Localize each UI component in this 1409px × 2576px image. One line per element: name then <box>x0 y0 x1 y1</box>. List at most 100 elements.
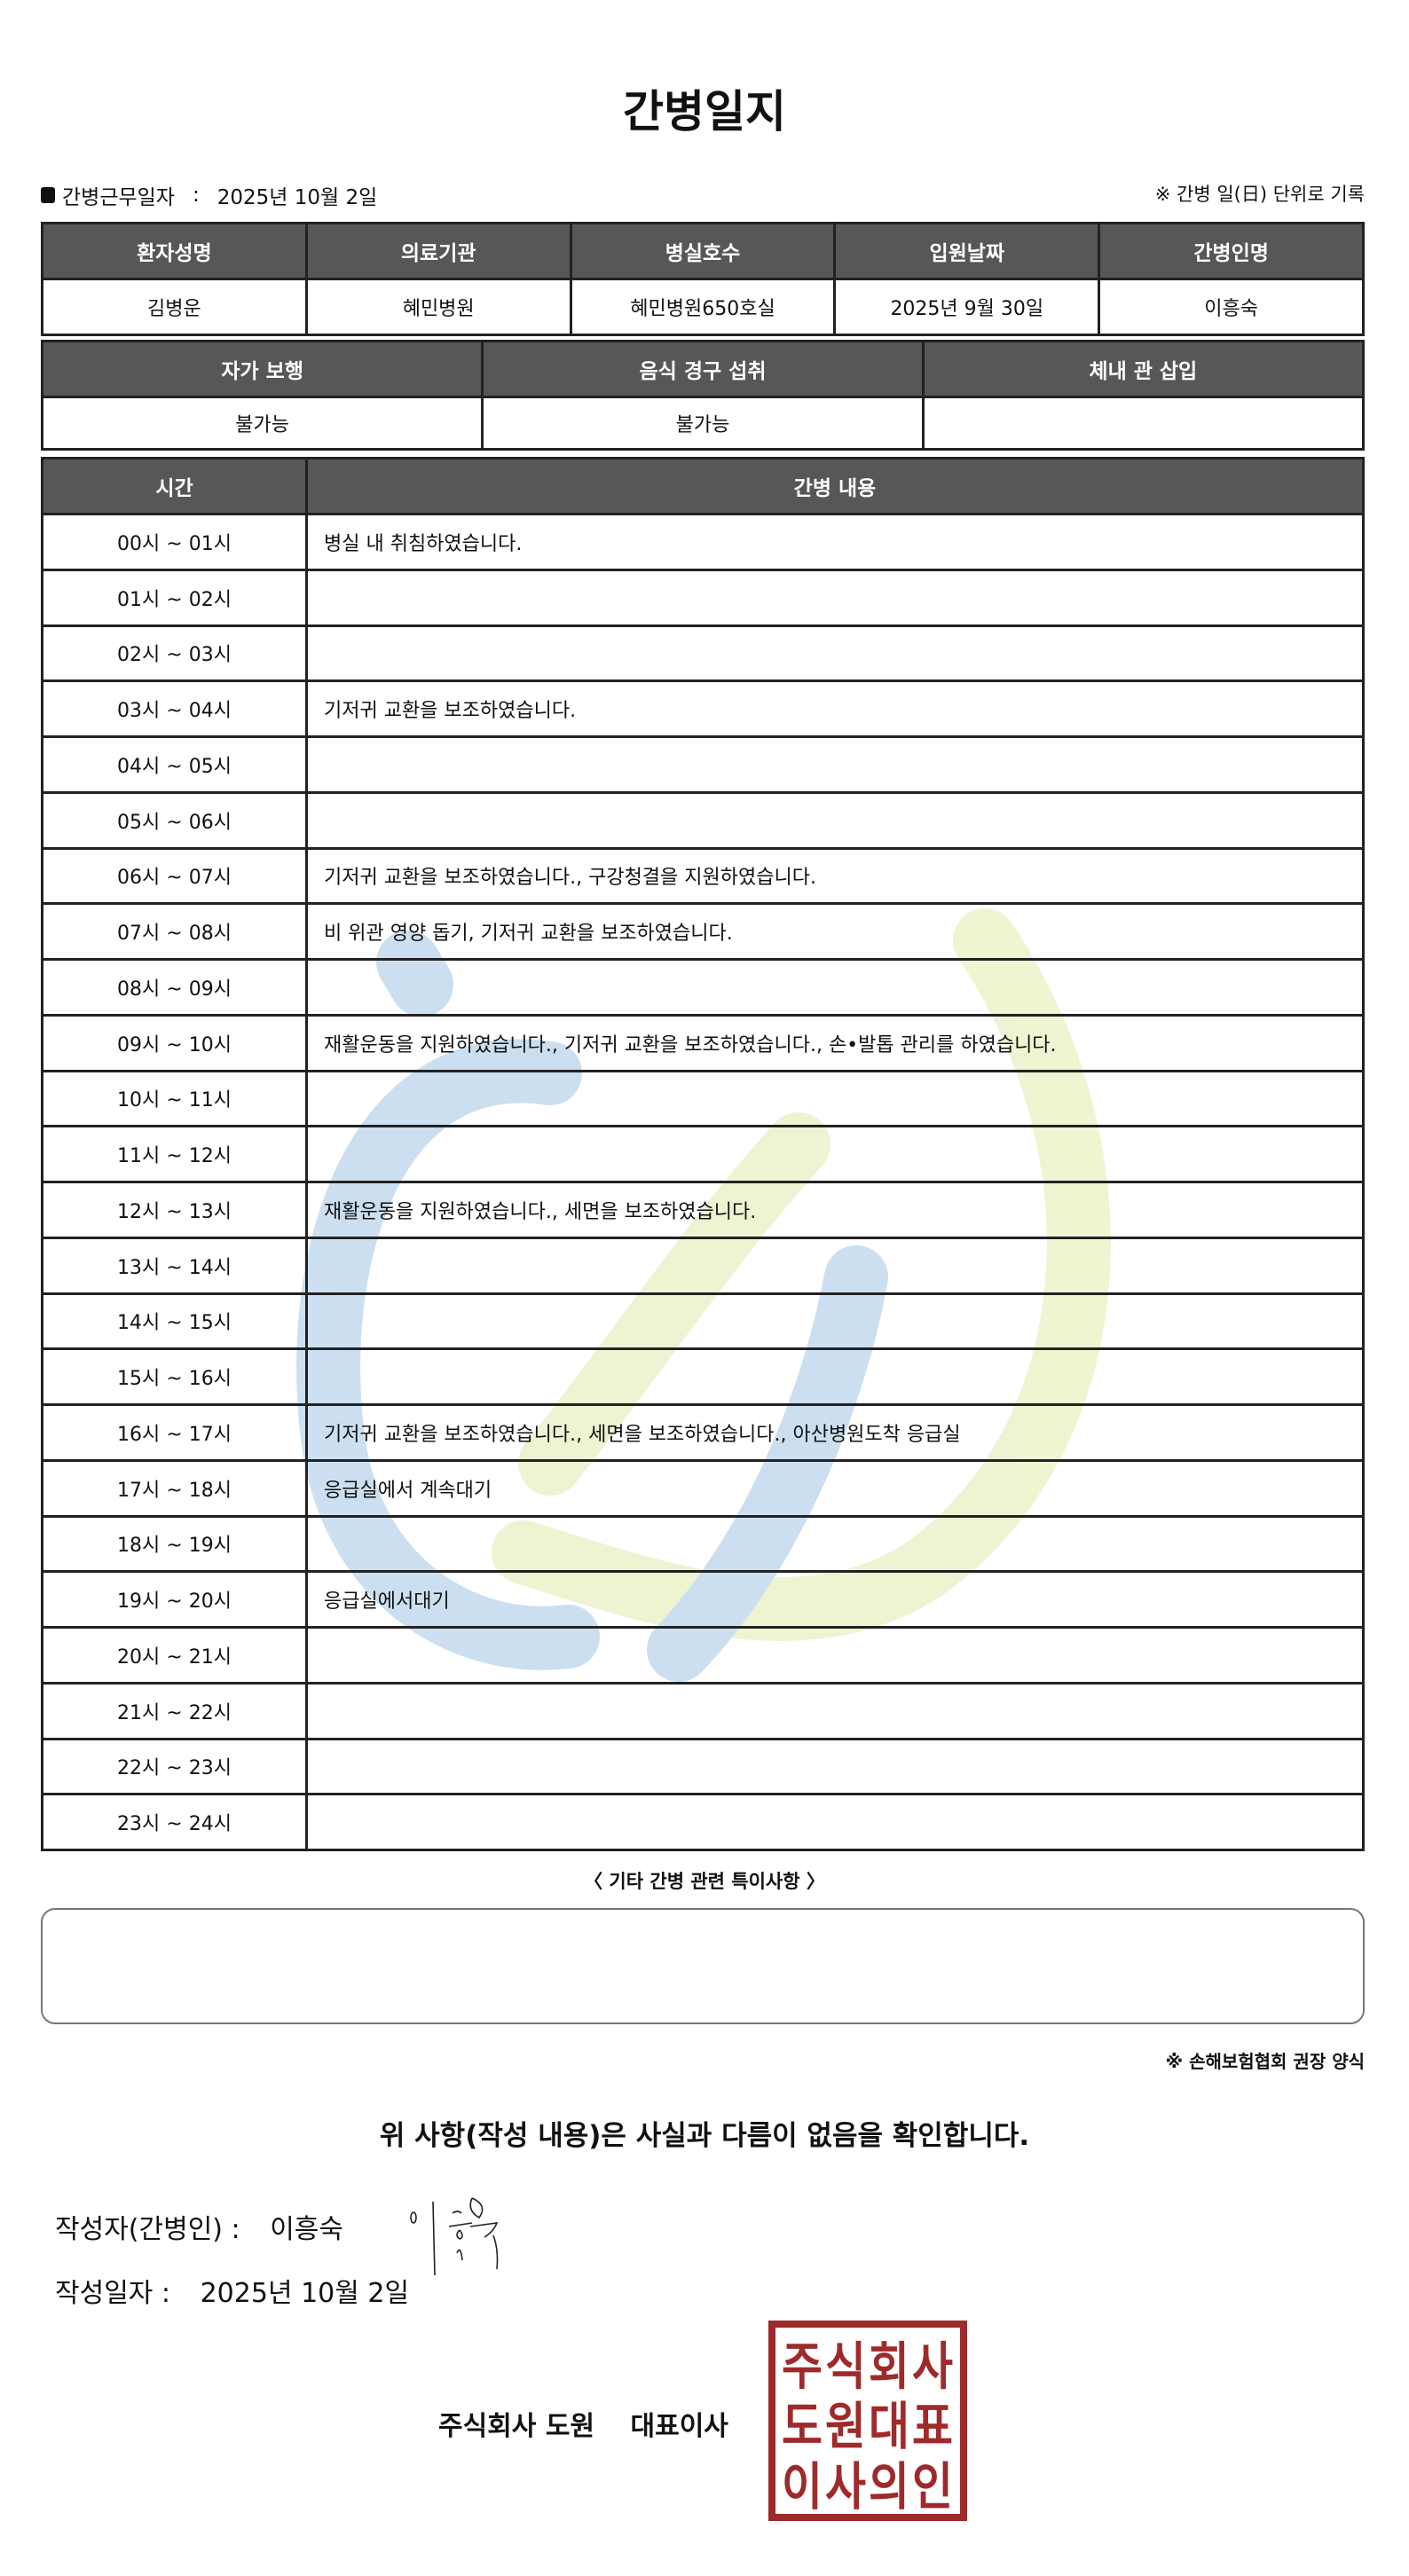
care-content: 기저귀 교환을 보조하였습니다., 구강청결을 지원하였습니다. <box>305 846 1365 906</box>
unit-note: ※ 간병 일(日) 단위로 기록 <box>1154 184 1365 205</box>
patient-name: 김병운 <box>41 278 308 336</box>
seal-character: 주 <box>782 2336 823 2396</box>
care-row: 13시 ~ 14시 <box>41 1236 1365 1295</box>
admission-date: 2025년 9월 30일 <box>833 278 1101 336</box>
care-row: 03시 ~ 04시 기저귀 교환을 보조하였습니다. <box>41 679 1365 738</box>
care-row: 07시 ~ 08시 비 위관 영양 돕기, 기저귀 교환을 보조하였습니다. <box>41 902 1365 961</box>
care-time: 19시 ~ 20시 <box>41 1570 308 1629</box>
care-time: 11시 ~ 12시 <box>41 1125 308 1183</box>
walking: 불가능 <box>40 396 484 451</box>
care-time: 06시 ~ 07시 <box>41 846 308 906</box>
caregiver: 이흥숙 <box>1098 278 1365 336</box>
notes-label: 〈 기타 간병 관련 특이사항 〉 <box>584 1871 825 1892</box>
care-row: 19시 ~ 20시 응급실에서대기 <box>41 1570 1365 1629</box>
seal-character: 대 <box>869 2397 909 2456</box>
seal-character: 인 <box>912 2457 953 2517</box>
care-time: 04시 ~ 05시 <box>41 735 308 794</box>
care-time: 10시 ~ 11시 <box>41 1069 308 1128</box>
care-time: 05시 ~ 06시 <box>41 790 308 850</box>
care-content <box>305 1236 1365 1295</box>
header-admission-date: 입원날짜 <box>833 222 1101 280</box>
care-log-table: 시간 간병 내용 00시 ~ 01시 병실 내 취침하였습니다. 01시 ~ 02시… <box>41 457 1365 1851</box>
hospital: 혜민병원 <box>304 278 572 336</box>
care-row: 16시 ~ 17시 기저귀 교환을 보조하였습니다., 세면을 보조하였습니다.,… <box>41 1403 1365 1462</box>
confirmation-statement: 위 사항(작성 내용)은 사실과 다름이 없음을 확인합니다. <box>379 2120 1030 2152</box>
care-row: 21시 ~ 22시 <box>41 1681 1365 1740</box>
care-content <box>305 1514 1365 1574</box>
care-row: 02시 ~ 03시 <box>41 624 1365 683</box>
care-row: 18시 ~ 19시 <box>41 1514 1365 1574</box>
care-time: 09시 ~ 10시 <box>41 1013 308 1072</box>
care-content <box>305 1626 1365 1685</box>
care-row: 10시 ~ 11시 <box>41 1069 1365 1128</box>
care-row: 00시 ~ 01시 병실 내 취침하였습니다. <box>41 513 1365 571</box>
care-content: 비 위관 영양 돕기, 기저귀 교환을 보조하였습니다. <box>305 902 1365 961</box>
care-content <box>305 1069 1365 1128</box>
written-date-value: 2025년 10월 2일 <box>200 2278 410 2309</box>
care-content <box>305 1292 1365 1351</box>
care-row: 20시 ~ 21시 <box>41 1626 1365 1685</box>
seal-character: 표 <box>912 2397 953 2456</box>
seal-character: 원 <box>825 2397 866 2456</box>
header-time: 시간 <box>41 457 308 515</box>
care-content: 응급실에서 계속대기 <box>305 1458 1365 1518</box>
header-tube: 체내 관 삽입 <box>921 340 1366 398</box>
seal-character: 의 <box>869 2457 909 2517</box>
tube <box>921 396 1366 451</box>
care-time: 16시 ~ 17시 <box>41 1403 308 1462</box>
bullet-icon <box>41 187 55 203</box>
company-line: 주식회사 도원 대표이사 <box>438 2404 728 2443</box>
page-title: 간병일지 <box>623 86 786 137</box>
seal-character: 사 <box>825 2457 866 2517</box>
care-time: 15시 ~ 16시 <box>41 1347 308 1406</box>
care-row: 01시 ~ 02시 <box>41 568 1365 627</box>
header-oral-intake: 음식 경구 섭취 <box>481 340 925 398</box>
care-time: 21시 ~ 22시 <box>41 1681 308 1740</box>
care-content: 병실 내 취침하였습니다. <box>305 513 1365 571</box>
care-row: 06시 ~ 07시 기저귀 교환을 보조하였습니다., 구강청결을 지원하였습니다… <box>41 846 1365 906</box>
care-time: 00시 ~ 01시 <box>41 513 308 571</box>
care-row: 05시 ~ 06시 <box>41 790 1365 850</box>
care-row: 14시 ~ 15시 <box>41 1292 1365 1351</box>
care-row: 04시 ~ 05시 <box>41 735 1365 794</box>
writer-name: 이흥숙 <box>270 2214 344 2245</box>
care-time: 03시 ~ 04시 <box>41 679 308 738</box>
care-time: 17시 ~ 18시 <box>41 1458 308 1518</box>
care-content: 재활운동을 지원하였습니다., 세면을 보조하였습니다. <box>305 1181 1365 1239</box>
patient-table: 환자성명 의료기관 병실호수 입원날짜 간병인명 김병운 혜민병원 혜민병원65… <box>41 222 1365 336</box>
care-row: 09시 ~ 10시 재활운동을 지원하였습니다., 기저귀 교환을 보조하였습니다… <box>41 1013 1365 1072</box>
header-room: 병실호수 <box>569 222 837 280</box>
status-table: 자가 보행 음식 경구 섭취 체내 관 삽입 불가능 불가능 <box>40 340 1366 451</box>
care-row: 23시 ~ 24시 <box>41 1793 1365 1851</box>
care-content <box>305 624 1365 683</box>
seal-character: 사 <box>912 2336 953 2396</box>
care-time: 13시 ~ 14시 <box>41 1236 308 1295</box>
care-row: 22시 ~ 23시 <box>41 1737 1365 1796</box>
form-note: ※ 손해보험협회 권장 양식 <box>1165 2051 1365 2072</box>
seal-character: 이 <box>782 2457 823 2517</box>
oral-intake: 불가능 <box>481 396 925 451</box>
care-time: 01시 ~ 02시 <box>41 568 308 627</box>
care-row: 15시 ~ 16시 <box>41 1347 1365 1406</box>
room: 혜민병원650호실 <box>569 278 837 336</box>
writer-label: 작성자(간병인) : <box>55 2214 240 2245</box>
company-title: 대표이사 <box>630 2411 728 2442</box>
care-time: 22시 ~ 23시 <box>41 1737 308 1796</box>
written-date-line: 작성일자 : 2025년 10월 2일 <box>55 2271 409 2310</box>
care-row: 08시 ~ 09시 <box>41 958 1365 1017</box>
seal-character: 식 <box>825 2336 866 2396</box>
seal-character: 회 <box>869 2336 909 2396</box>
care-content <box>305 1737 1365 1796</box>
header-patient-name: 환자성명 <box>41 222 308 280</box>
header-care-content: 간병 내용 <box>305 457 1365 515</box>
care-row: 17시 ~ 18시 응급실에서 계속대기 <box>41 1458 1365 1518</box>
company-seal: 주 식 회 사도 원 대 표이 사 의 인 <box>768 2321 967 2521</box>
signature <box>410 2197 499 2276</box>
header-hospital: 의료기관 <box>304 222 572 280</box>
header-walking: 자가 보행 <box>40 340 484 398</box>
work-date-line: 간병근무일자 : 2025년 10월 2일 <box>41 180 377 210</box>
care-time: 18시 ~ 19시 <box>41 1514 308 1574</box>
care-time: 08시 ~ 09시 <box>41 958 308 1017</box>
care-content <box>305 1681 1365 1740</box>
care-content: 재활운동을 지원하였습니다., 기저귀 교환을 보조하였습니다., 손•발톱 관… <box>305 1013 1365 1072</box>
